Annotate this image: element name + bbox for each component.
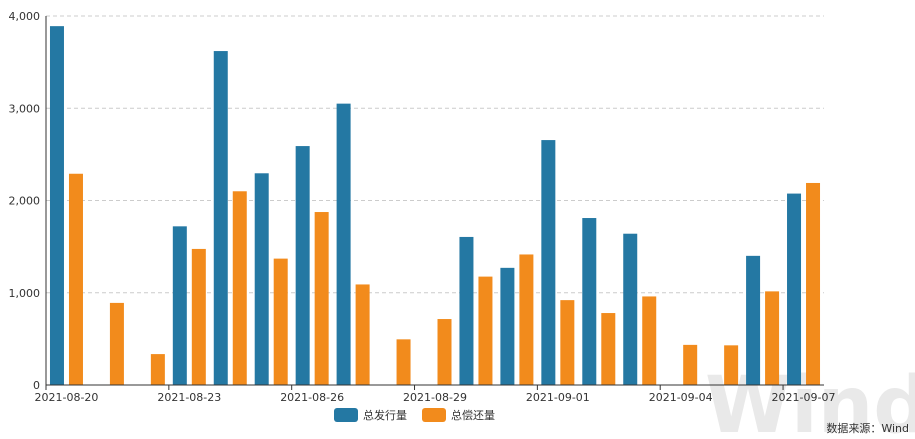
legend-label-issuance: 总发行量 — [363, 408, 407, 422]
bar-repayment — [232, 191, 247, 385]
bar-issuance — [787, 193, 802, 385]
x-tick-label: 2021-09-01 — [526, 391, 590, 404]
x-tick-label: 2021-09-04 — [649, 391, 713, 404]
bar-issuance — [541, 140, 556, 385]
bar-repayment — [273, 258, 288, 385]
bar-repayment — [314, 212, 329, 385]
bar-issuance — [336, 103, 351, 385]
bar-repayment — [478, 276, 493, 385]
bar-repayment — [683, 344, 698, 385]
y-tick-label: 2,000 — [9, 195, 41, 208]
bar-issuance — [172, 226, 187, 385]
y-tick-label: 4,000 — [9, 10, 41, 23]
x-tick-label: 2021-08-23 — [157, 391, 221, 404]
bar-issuance — [623, 233, 638, 385]
bar-repayment — [150, 354, 165, 385]
bar-repayment — [724, 345, 739, 385]
bar-issuance — [295, 146, 310, 385]
legend-swatch-issuance — [334, 408, 358, 422]
bar-repayment — [519, 254, 534, 385]
bar-issuance — [582, 218, 597, 385]
bar-issuance — [213, 51, 228, 386]
legend: 总发行量 总偿还量 — [334, 408, 495, 422]
legend-label-repayment: 总偿还量 — [451, 408, 495, 422]
bar-repayment — [191, 248, 206, 385]
bar-repayment — [642, 296, 657, 385]
bar-issuance — [500, 267, 515, 385]
bar-repayment — [560, 300, 575, 385]
bar-repayment — [601, 313, 616, 385]
bar-repayment — [765, 291, 780, 385]
bar-repayment — [109, 302, 124, 385]
y-tick-label: 3,000 — [9, 102, 41, 115]
bar-issuance — [254, 173, 269, 385]
bar-repayment — [437, 319, 452, 385]
bar-repayment — [355, 284, 370, 385]
x-tick-label: 2021-08-20 — [35, 391, 99, 404]
axes: 0 1,000 2,000 3,000 4,000 2021-08-20 2021-08-2… — [9, 10, 836, 404]
legend-swatch-repayment — [422, 408, 446, 422]
bars — [49, 26, 821, 386]
x-tick-label: 2021-09-07 — [772, 391, 836, 404]
bar-issuance — [746, 255, 761, 385]
y-tick-label: 1,000 — [9, 287, 41, 300]
x-tick-label: 2021-08-29 — [403, 391, 467, 404]
bar-repayment — [68, 173, 83, 385]
grid-lines — [46, 15, 824, 294]
bar-issuance — [459, 236, 474, 385]
bar-repayment — [396, 339, 411, 385]
y-tick-label: 0 — [33, 379, 40, 392]
x-tick-label: 2021-08-26 — [280, 391, 344, 404]
source-note: 数据来源：Wind — [826, 421, 909, 435]
bar-issuance — [49, 26, 64, 386]
bar-repayment — [806, 182, 821, 385]
